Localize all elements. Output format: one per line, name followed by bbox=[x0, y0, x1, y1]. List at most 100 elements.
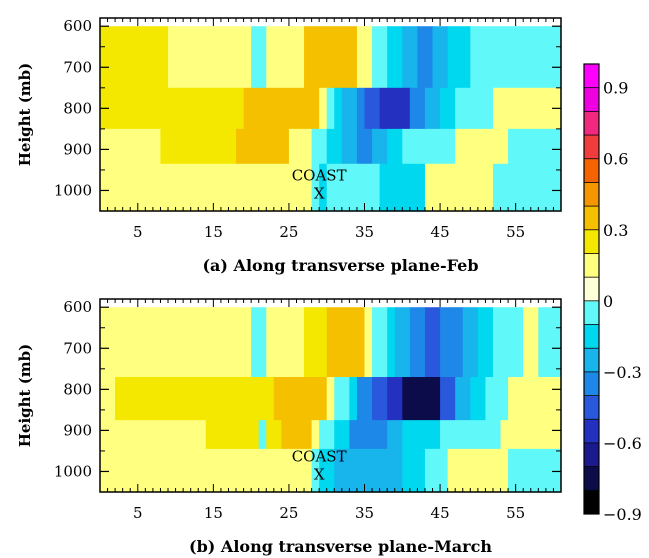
heatmap-cell bbox=[288, 128, 313, 165]
y-tick-label: 700 bbox=[63, 339, 92, 357]
colorbar-label: −0.9 bbox=[603, 505, 642, 524]
colorbar-label: −0.6 bbox=[603, 434, 642, 453]
colorbar-segment bbox=[584, 490, 599, 515]
heatmap-cell bbox=[334, 420, 350, 450]
heatmap-cell bbox=[455, 128, 509, 165]
heatmap-cell bbox=[455, 377, 471, 421]
colorbar-segment bbox=[584, 348, 599, 373]
heatmap-cell bbox=[326, 128, 343, 165]
x-tick-label: 5 bbox=[133, 504, 143, 522]
heatmap-cell bbox=[440, 307, 464, 378]
heatmap-cell bbox=[319, 163, 328, 212]
x-tick-label: 15 bbox=[204, 504, 223, 522]
heatmap-cell bbox=[243, 87, 320, 130]
heatmap-cell bbox=[334, 87, 343, 130]
panel-feb: 5 15 25 35 45 55 600 700 800 900 1000 Height (mb) CO… bbox=[16, 17, 562, 275]
heatmap-cell bbox=[319, 87, 328, 130]
heatmap-cell bbox=[508, 448, 562, 493]
heatmap-cell bbox=[356, 128, 373, 165]
heatmap-cell bbox=[115, 377, 275, 421]
panel-caption: (b) Along transverse plane-March bbox=[189, 537, 492, 556]
colorbar-label: −0.3 bbox=[603, 363, 642, 382]
heatmap-cell bbox=[319, 420, 335, 450]
coast-label: COAST bbox=[292, 166, 347, 184]
coast-marker: X bbox=[314, 184, 325, 202]
heatmap-cell bbox=[440, 377, 456, 421]
heatmap-cell bbox=[266, 307, 305, 378]
heatmap-cell bbox=[409, 87, 426, 130]
colorbar-segment bbox=[584, 64, 599, 89]
heatmap-cell bbox=[273, 377, 328, 421]
colorbar: 0.9 0.6 0.3 0 −0.3 −0.6 −0.9 bbox=[583, 63, 642, 524]
heatmap-cell bbox=[372, 128, 388, 165]
heatmap-cell bbox=[387, 128, 403, 165]
x-tick-label: 45 bbox=[431, 223, 450, 241]
heatmap-cell bbox=[100, 307, 252, 378]
heatmap-cell bbox=[356, 377, 373, 421]
y-axis-label: Height (mb) bbox=[16, 344, 34, 448]
heatmap-cell bbox=[319, 448, 335, 493]
y-tick-label: 700 bbox=[63, 58, 92, 76]
y-tick-label: 1000 bbox=[54, 462, 92, 480]
heatmap-cell bbox=[281, 420, 313, 450]
heatmap-cell bbox=[326, 377, 335, 421]
heatmap-cell bbox=[538, 307, 562, 378]
heatmap-cell bbox=[440, 87, 456, 130]
heatmap-cells bbox=[100, 26, 562, 212]
heatmap-cell bbox=[304, 307, 328, 378]
x-tick-label: 5 bbox=[133, 223, 143, 241]
heatmap-cell bbox=[236, 128, 290, 165]
heatmap-cell bbox=[492, 87, 562, 130]
heatmap-cell bbox=[168, 26, 252, 89]
heatmap-cell bbox=[311, 420, 320, 450]
colorbar-segment bbox=[584, 277, 599, 302]
y-tick-label: 800 bbox=[63, 99, 92, 117]
heatmap-cell bbox=[258, 420, 267, 450]
colorbar-frame bbox=[583, 63, 600, 515]
heatmap-cell bbox=[492, 163, 562, 212]
colorbar-segment bbox=[584, 395, 599, 420]
panel-march: 5 15 25 35 45 55 600 700 800 900 1000 Height (mb) CO… bbox=[16, 298, 562, 556]
heatmap-cell bbox=[304, 26, 358, 89]
panel-caption: (a) Along transverse plane-Feb bbox=[202, 256, 478, 275]
heatmap-cell bbox=[500, 420, 562, 450]
heatmap-cell bbox=[379, 87, 411, 130]
heatmap-cell bbox=[334, 448, 403, 493]
heatmap-cell bbox=[409, 307, 426, 378]
x-tick-label: 25 bbox=[279, 504, 298, 522]
heatmap-cell bbox=[424, 448, 449, 493]
heatmap-cell bbox=[387, 377, 403, 421]
colorbar-segment bbox=[584, 229, 599, 254]
heatmap-cell bbox=[372, 26, 388, 89]
x-tick-label: 55 bbox=[506, 223, 525, 241]
heatmap-cell bbox=[402, 128, 456, 165]
coast-label: COAST bbox=[292, 447, 347, 465]
plot-frame bbox=[99, 17, 562, 212]
heatmap-cell bbox=[100, 128, 162, 165]
heatmap-cell bbox=[402, 448, 426, 493]
heatmap-cell bbox=[311, 128, 328, 165]
y-tick-label: 900 bbox=[63, 140, 92, 158]
heatmap-cell bbox=[387, 420, 403, 450]
y-tick-label: 1000 bbox=[54, 181, 92, 199]
x-tick-label: 15 bbox=[204, 223, 223, 241]
heatmap-cell bbox=[424, 163, 494, 212]
plot-frame bbox=[99, 298, 562, 493]
y-tick-label: 900 bbox=[63, 421, 92, 439]
heatmap-cell bbox=[326, 307, 366, 378]
heatmap-cell bbox=[470, 377, 487, 421]
y-axis-label: Height (mb) bbox=[16, 63, 34, 167]
heatmap-cell bbox=[349, 420, 388, 450]
heatmap-cell bbox=[334, 377, 350, 421]
heatmap-cell bbox=[492, 307, 524, 378]
colorbar-label: 0.3 bbox=[603, 221, 628, 240]
heatmap-cell bbox=[364, 87, 381, 130]
heatmap-cell bbox=[251, 307, 267, 378]
heatmap-cell bbox=[440, 420, 502, 450]
colorbar-segment bbox=[584, 300, 599, 325]
heatmap-cell bbox=[341, 87, 358, 130]
x-tick-label: 55 bbox=[506, 504, 525, 522]
heatmap-cell bbox=[402, 377, 441, 421]
colorbar-segment bbox=[584, 111, 599, 136]
heatmap-cell bbox=[424, 307, 441, 378]
